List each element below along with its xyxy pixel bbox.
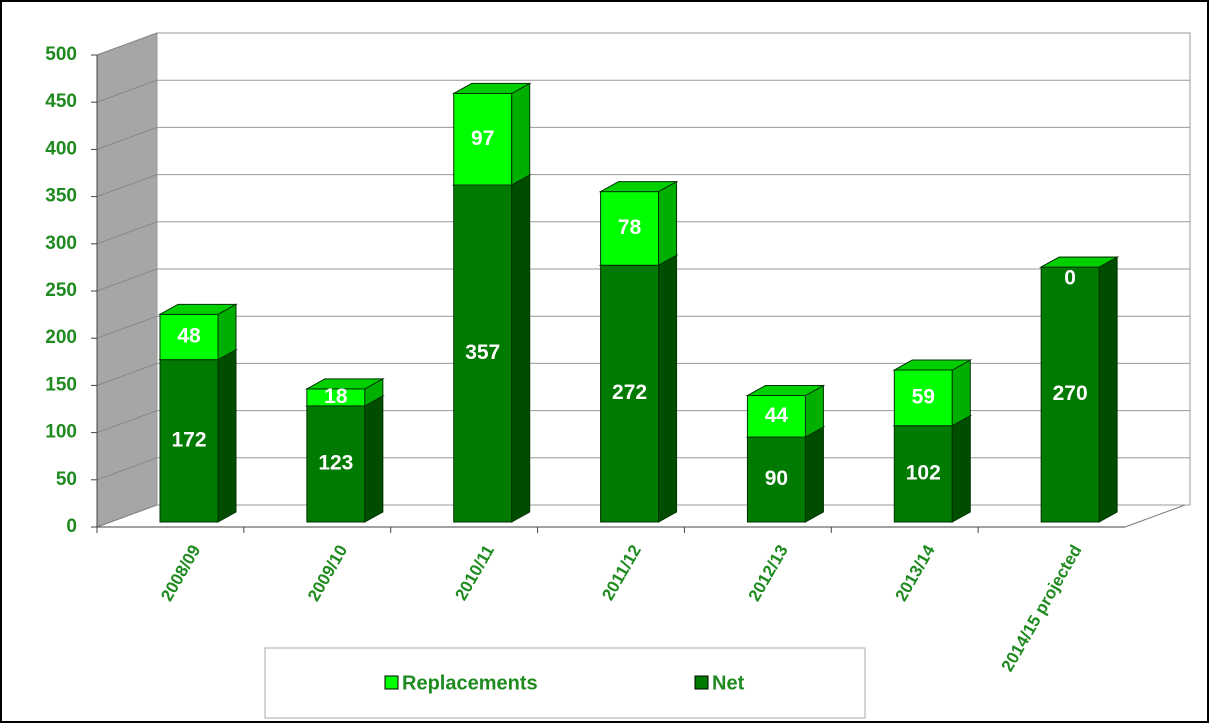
- y-tick-label: 450: [45, 91, 77, 112]
- side-grid-line: [96, 504, 158, 528]
- side-grid-line: [96, 32, 158, 56]
- bar-segment: [598, 180, 679, 267]
- bar-segment: [745, 384, 826, 438]
- data-label: 44: [765, 404, 789, 427]
- bar-side: [511, 82, 531, 186]
- data-label: 90: [765, 467, 788, 490]
- bar-top: [451, 82, 532, 94]
- bar-side: [658, 254, 678, 523]
- bar-segment: [451, 174, 532, 523]
- y-tick-label: 250: [45, 280, 77, 301]
- bar-front: [746, 395, 806, 438]
- side-grid-line: [96, 362, 158, 386]
- y-tick-label: 0: [66, 516, 77, 537]
- y-tick-label: 500: [45, 44, 77, 65]
- bar-side: [217, 348, 237, 523]
- bar-front: [306, 405, 366, 523]
- y-tick-label: 350: [45, 186, 77, 207]
- bar-side: [951, 359, 971, 427]
- bar-segment: [451, 82, 532, 186]
- legend-label: Replacements: [402, 672, 538, 694]
- side-grid-line: [96, 174, 158, 198]
- side-grid-line: [96, 126, 158, 150]
- bar-front: [893, 425, 953, 523]
- bar-top: [1039, 256, 1120, 268]
- side-grid-line: [96, 410, 158, 434]
- data-label: 123: [318, 451, 353, 474]
- data-label: 102: [906, 461, 941, 484]
- legend-label: Net: [712, 672, 745, 694]
- y-tick-label: 150: [45, 374, 77, 395]
- side-grid-line: [96, 79, 158, 103]
- side-grid-line: [96, 268, 158, 292]
- bar-top: [598, 181, 679, 193]
- bar-front: [159, 313, 219, 361]
- data-label: 0: [1064, 267, 1076, 290]
- bar-segment: [892, 359, 973, 427]
- y-tick-label: 400: [45, 138, 77, 159]
- bar-side: [511, 174, 531, 523]
- bar-side: [1098, 256, 1118, 523]
- data-label: 48: [177, 325, 201, 348]
- bar-side: [658, 180, 678, 267]
- bar-front: [600, 264, 660, 523]
- bar-segment: [1039, 256, 1120, 268]
- bar-top: [158, 303, 238, 315]
- side-grid-line: [96, 221, 158, 245]
- side-grid-line: [96, 457, 158, 481]
- bar-side: [951, 414, 971, 523]
- data-label: 78: [618, 216, 642, 239]
- bar-top: [304, 378, 385, 390]
- data-label: 270: [1053, 382, 1088, 405]
- bar-front: [453, 184, 513, 523]
- data-label: 59: [912, 385, 935, 408]
- bar-front: [159, 359, 219, 523]
- bar-top: [745, 385, 826, 397]
- data-label: 172: [171, 428, 206, 451]
- side-grid-line: [96, 315, 158, 339]
- bar-front: [1040, 266, 1100, 523]
- bar-segment: [304, 378, 385, 407]
- bar-front: [893, 369, 953, 427]
- y-tick-label: 50: [56, 469, 77, 490]
- data-label: 97: [471, 127, 494, 150]
- bar-top: [892, 359, 973, 371]
- bar-front: [600, 191, 660, 266]
- legend-swatch: [694, 675, 709, 690]
- y-tick-label: 300: [45, 233, 77, 254]
- bar-side: [364, 395, 384, 523]
- bar-side: [804, 426, 824, 523]
- data-label: 357: [465, 341, 500, 364]
- legend-swatch: [384, 675, 399, 690]
- y-tick-label: 200: [45, 327, 77, 348]
- data-label: 272: [612, 381, 647, 404]
- y-tick-label: 100: [45, 422, 77, 443]
- data-label: 18: [324, 385, 348, 408]
- bar-segment: [158, 303, 238, 361]
- legend-box: [264, 647, 866, 719]
